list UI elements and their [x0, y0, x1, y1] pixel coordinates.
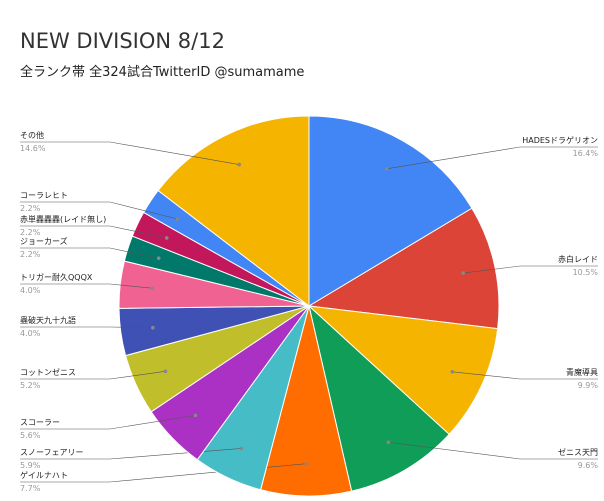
- slice-percent: 14.6%: [20, 144, 46, 153]
- slice-label: 蟲破天九十九語: [20, 315, 76, 325]
- leader-dot: [156, 256, 161, 261]
- leader-dot: [164, 236, 169, 240]
- leader-line: [452, 371, 598, 380]
- slice-label: コットンゼニス: [20, 367, 76, 377]
- slice-label: スコーラー: [20, 418, 60, 427]
- slice-label: 赤単轟轟轟(レイド無し): [20, 214, 106, 224]
- leader-dot: [151, 325, 155, 330]
- leader-dot: [193, 413, 198, 418]
- leader-line: [20, 201, 178, 220]
- slice-percent: 5.9%: [20, 461, 41, 470]
- slice-percent: 4.0%: [20, 329, 41, 338]
- leader-line: [20, 225, 167, 239]
- leader-line: [20, 326, 153, 329]
- leader-line: [20, 141, 240, 165]
- pie-slice: [157, 115, 310, 308]
- leader-dot: [175, 217, 180, 221]
- slice-percent: 5.6%: [20, 431, 41, 440]
- slice-label: HADESドラゲリオン: [522, 135, 598, 145]
- slice-label: 青魔導具: [566, 367, 598, 377]
- slice-percent: 2.2%: [20, 228, 41, 237]
- leader-dot: [150, 286, 155, 291]
- leader-line: [386, 146, 598, 170]
- leader-line: [20, 247, 159, 259]
- leader-dot: [163, 369, 168, 374]
- slice-label: ジョーカーズ: [20, 236, 68, 246]
- leader-dot: [237, 162, 241, 167]
- leader-line: [388, 441, 598, 460]
- slice-percent: 7.7%: [20, 484, 41, 493]
- leader-dot: [384, 166, 389, 171]
- slice-label: コーラレヒト: [20, 191, 68, 200]
- slice-label: トリガー耐久QQQX: [20, 272, 93, 282]
- leader-dot: [239, 446, 244, 451]
- slice-label: スノーフェアリー: [20, 448, 84, 457]
- leader-dot: [386, 440, 391, 445]
- slice-percent: 16.4%: [573, 149, 599, 158]
- leader-line: [20, 283, 153, 289]
- slice-percent: 9.6%: [578, 461, 599, 470]
- slice-percent: 9.9%: [578, 381, 599, 390]
- leader-line: [463, 265, 598, 274]
- pie-slice: [259, 305, 353, 497]
- leader-dot: [450, 369, 455, 374]
- leader-dot: [304, 461, 309, 466]
- chart-subtitle: 全ランク帯 全324試合TwitterID @sumamame: [20, 64, 304, 80]
- slice-label: ゲイルナハト: [20, 470, 68, 480]
- slice-percent: 2.2%: [20, 250, 41, 259]
- slice-percent: 10.5%: [573, 268, 599, 277]
- pie-slice: [308, 304, 450, 492]
- pie-slice: [307, 207, 500, 330]
- slice-label: 赤白レイド: [558, 254, 598, 264]
- pie-slice: [307, 305, 499, 436]
- pie-slice: [308, 115, 473, 307]
- leader-line: [20, 415, 196, 430]
- slice-percent: 5.2%: [20, 381, 41, 390]
- slice-label: その他: [20, 130, 44, 140]
- leader-dot: [461, 271, 466, 275]
- chart-title: NEW DIVISION 8/12: [20, 29, 225, 53]
- slice-percent: 4.0%: [20, 286, 41, 295]
- leader-line: [20, 371, 166, 380]
- slice-label: ゼニス天門: [558, 447, 598, 457]
- slice-percent: 2.2%: [20, 204, 41, 213]
